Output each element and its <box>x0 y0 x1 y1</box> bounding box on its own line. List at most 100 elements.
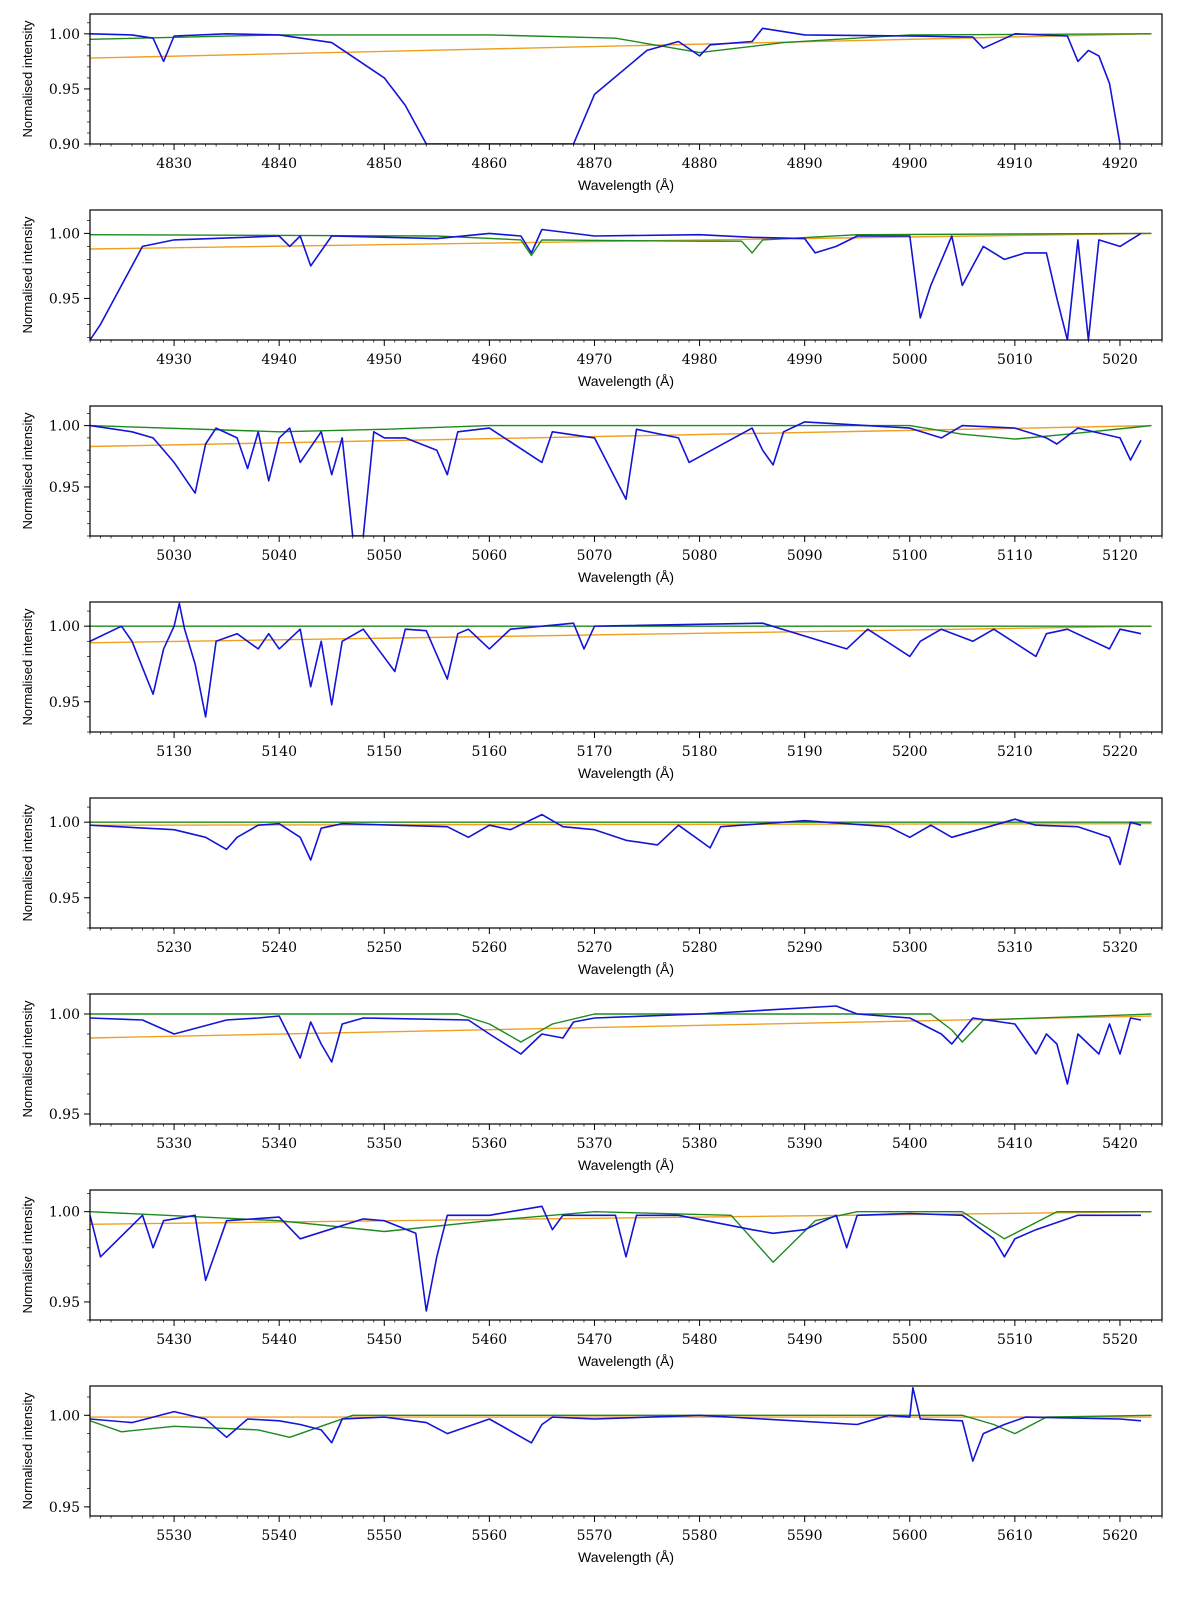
x-tick-label: 5160 <box>472 744 508 760</box>
x-tick-label: 4940 <box>261 352 297 368</box>
x-tick-label: 5060 <box>472 548 508 564</box>
spectrum-panel-2: 4930 4940 4950 4960 4970 4980 4990 5000 5010 5020… <box>0 198 1200 398</box>
x-axis-label: Wavelength (Å) <box>578 765 674 781</box>
x-axis-label: Wavelength (Å) <box>578 373 674 389</box>
y-tick-label: 0.95 <box>49 891 80 907</box>
y-axis-label: Normalised intensity <box>20 608 35 726</box>
x-tick-label: 5450 <box>366 1332 402 1348</box>
y-tick-label: 1.00 <box>49 815 80 831</box>
x-tick-label: 5180 <box>682 744 718 760</box>
y-tick-label: 1.00 <box>49 1205 80 1221</box>
x-tick-label: 5550 <box>366 1528 402 1544</box>
spectrum-panel-3: 5030 5040 5050 5060 5070 5080 5090 5100 5110 5120… <box>0 394 1200 594</box>
x-tick-label: 4990 <box>787 352 823 368</box>
x-tick-label: 4870 <box>577 156 613 172</box>
x-tick-label: 5610 <box>997 1528 1033 1544</box>
y-tick-label: 0.95 <box>49 1295 80 1311</box>
x-tick-label: 5330 <box>156 1136 192 1152</box>
spectrum-panel-7: 5430 5440 5450 5460 5470 5480 5490 5500 5510 5520… <box>0 1178 1200 1378</box>
x-tick-label: 5240 <box>261 940 297 956</box>
plot-frame <box>89 13 1163 145</box>
plot-frame <box>89 797 1163 929</box>
x-tick-label: 5430 <box>156 1332 192 1348</box>
x-tick-label: 4840 <box>261 156 297 172</box>
x-tick-label: 4930 <box>156 352 192 368</box>
x-tick-label: 5020 <box>1102 352 1138 368</box>
y-tick-label: 0.95 <box>49 82 80 98</box>
spectrum-panel-6: 5330 5340 5350 5360 5370 5380 5390 5400 5410 5420… <box>0 982 1200 1182</box>
x-tick-label: 5170 <box>577 744 613 760</box>
spectrum-chart-5: 5230 5240 5250 5260 5270 5280 5290 5300 5310 5320… <box>20 797 1163 977</box>
model_a-series-line <box>90 1211 1152 1225</box>
observed-series-line <box>90 1205 1141 1312</box>
plot-frame <box>89 601 1163 733</box>
y-axis-label: Normalised intensity <box>20 216 35 334</box>
x-tick-label: 5390 <box>787 1136 823 1152</box>
x-tick-label: 5080 <box>682 548 718 564</box>
x-tick-label: 5290 <box>787 940 823 956</box>
x-tick-label: 5140 <box>261 744 297 760</box>
y-axis-label: Normalised intensity <box>20 804 35 922</box>
x-tick-label: 5280 <box>682 940 718 956</box>
model_a-series-line <box>90 424 1152 448</box>
spectrum-chart-6: 5330 5340 5350 5360 5370 5380 5390 5400 5410 5420… <box>20 993 1163 1173</box>
x-tick-label: 5320 <box>1102 940 1138 956</box>
x-tick-label: 5490 <box>787 1332 823 1348</box>
x-tick-label: 5530 <box>156 1528 192 1544</box>
x-tick-label: 5370 <box>577 1136 613 1152</box>
model_a-series-line <box>90 625 1152 644</box>
observed-series-line <box>90 1387 1142 1462</box>
x-axis-label: Wavelength (Å) <box>578 961 674 977</box>
model_b-series-line <box>90 424 1152 440</box>
x-tick-label: 5050 <box>366 548 402 564</box>
x-tick-label: 5130 <box>156 744 192 760</box>
spectrum-chart-4: 5130 5140 5150 5160 5170 5180 5190 5200 5210 5220… <box>20 601 1163 781</box>
x-tick-label: 4970 <box>577 352 613 368</box>
x-tick-label: 5040 <box>261 548 297 564</box>
x-tick-label: 5520 <box>1102 1332 1138 1348</box>
x-tick-label: 5310 <box>997 940 1033 956</box>
y-tick-label: 0.95 <box>49 1500 80 1516</box>
x-tick-label: 5590 <box>787 1528 823 1544</box>
spectrum-chart-2: 4930 4940 4950 4960 4970 4980 4990 5000 5010 5020… <box>20 209 1163 389</box>
model_a-series-line <box>90 1015 1152 1039</box>
spectrum-panel-1: 4830 4840 4850 4860 4870 4880 4890 4900 4910 4920… <box>0 2 1200 202</box>
x-tick-label: 5150 <box>366 744 402 760</box>
x-tick-label: 5600 <box>892 1528 928 1544</box>
x-tick-label: 5360 <box>472 1136 508 1152</box>
x-tick-label: 5070 <box>577 548 613 564</box>
x-tick-label: 4850 <box>366 156 402 172</box>
x-tick-label: 5200 <box>892 744 928 760</box>
x-tick-label: 5350 <box>366 1136 402 1152</box>
spectrum-panel-5: 5230 5240 5250 5260 5270 5280 5290 5300 5310 5320… <box>0 786 1200 986</box>
y-tick-label: 1.00 <box>49 419 80 435</box>
y-axis-label: Normalised intensity <box>20 1392 35 1510</box>
x-tick-label: 5100 <box>892 548 928 564</box>
x-tick-label: 5000 <box>892 352 928 368</box>
x-tick-label: 5560 <box>472 1528 508 1544</box>
x-tick-label: 4890 <box>787 156 823 172</box>
x-tick-label: 5220 <box>1102 744 1138 760</box>
y-axis-label: Normalised intensity <box>20 1000 35 1118</box>
y-axis-label: Normalised intensity <box>20 1196 35 1314</box>
x-tick-label: 5410 <box>997 1136 1033 1152</box>
y-tick-label: 0.95 <box>49 291 80 307</box>
x-tick-label: 5570 <box>577 1528 613 1544</box>
x-tick-label: 4960 <box>472 352 508 368</box>
x-tick-label: 5540 <box>261 1528 297 1544</box>
plot-frame <box>89 209 1163 341</box>
x-tick-label: 4880 <box>682 156 718 172</box>
x-tick-label: 5460 <box>472 1332 508 1348</box>
model_b-series-line <box>90 33 1152 54</box>
x-tick-label: 5030 <box>156 548 192 564</box>
spectrum-panel-8: 5530 5540 5550 5560 5570 5580 5590 5600 5610 5620… <box>0 1374 1200 1574</box>
model_b-series-line <box>90 1211 1152 1263</box>
x-tick-label: 4830 <box>156 156 192 172</box>
y-tick-label: 1.00 <box>49 1408 80 1424</box>
observed-series-line <box>90 602 1142 718</box>
y-axis-label: Normalised intensity <box>20 20 35 138</box>
spectrum-chart-7: 5430 5440 5450 5460 5470 5480 5490 5500 5510 5520… <box>20 1189 1163 1369</box>
x-tick-label: 5250 <box>366 940 402 956</box>
plot-frame <box>89 1385 1163 1517</box>
x-tick-label: 5120 <box>1102 548 1138 564</box>
